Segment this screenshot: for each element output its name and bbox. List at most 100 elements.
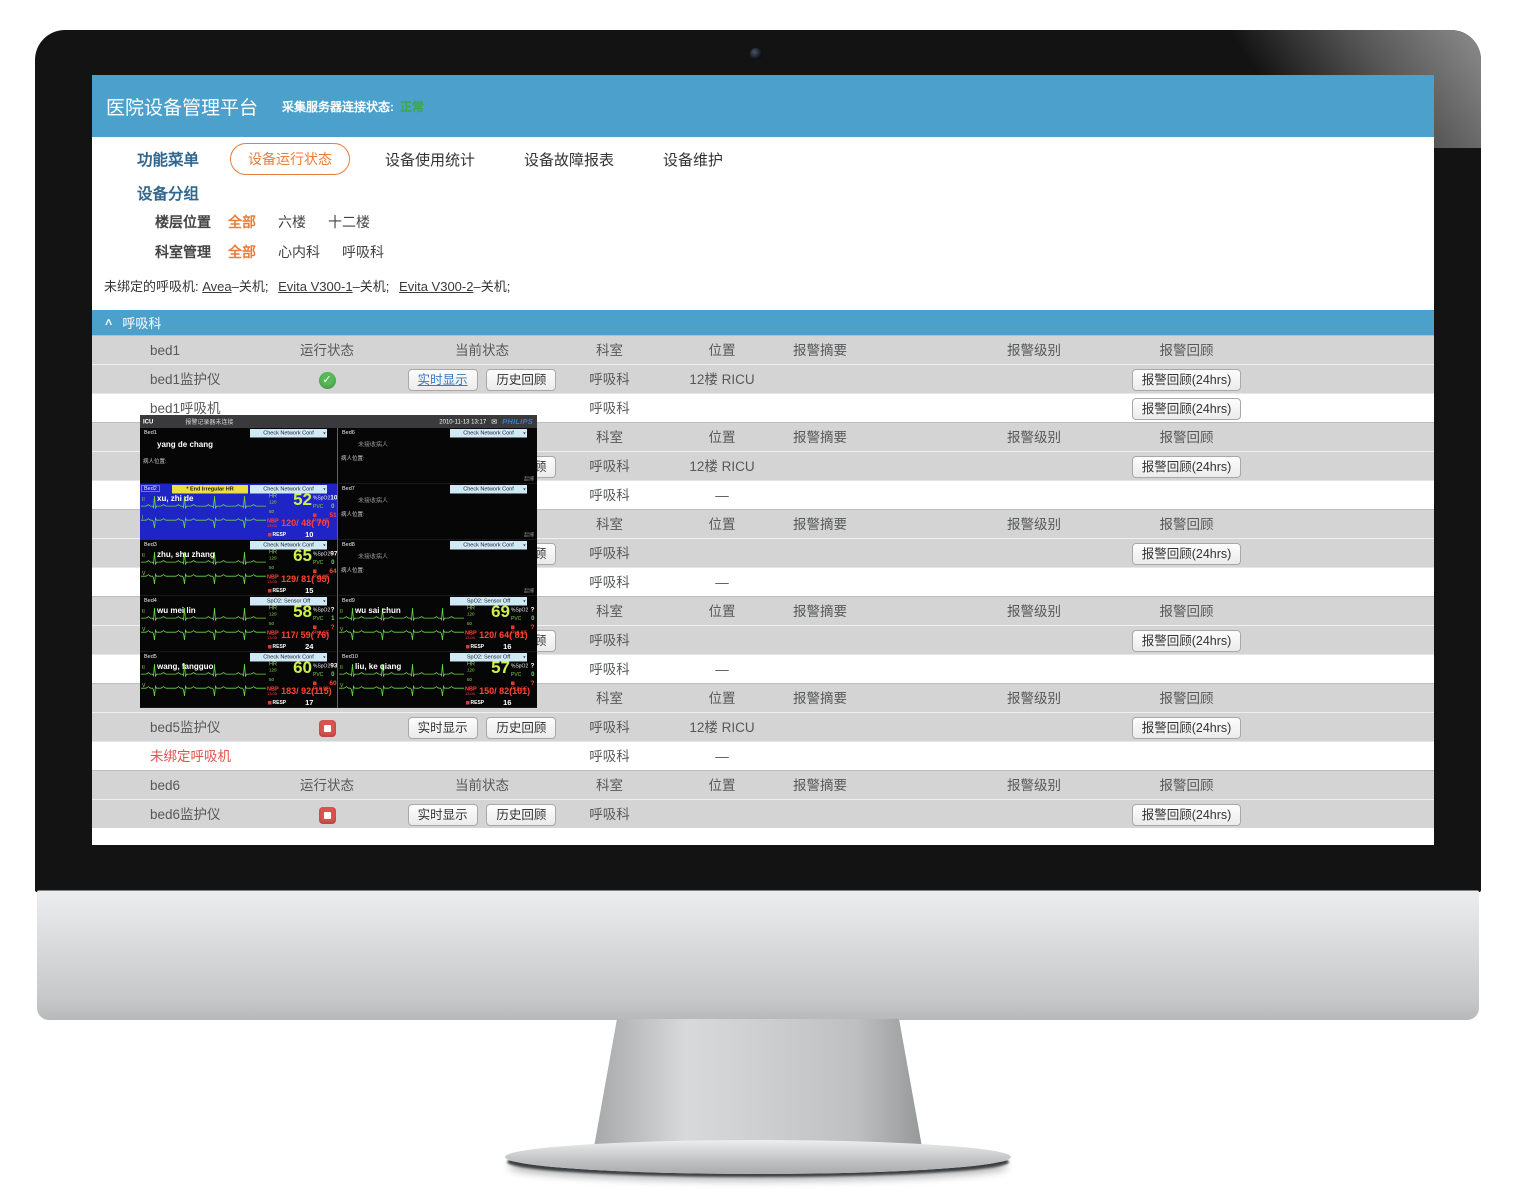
alarm-review-button[interactable]: 报警回顾(24hrs) bbox=[1131, 369, 1242, 392]
alarm-review-button[interactable]: 报警回顾(24hrs) bbox=[1131, 456, 1242, 479]
ecg-wave bbox=[141, 551, 266, 565]
bed-status-select[interactable]: Check Network Conf ▾ bbox=[450, 485, 527, 494]
filter-floor-6f[interactable]: 六楼 bbox=[278, 214, 306, 230]
bed-status-select[interactable]: Check Network Conf ▾ bbox=[250, 429, 327, 438]
pvc-value: 1 bbox=[331, 614, 335, 622]
patient-location-label: 病人位置: bbox=[143, 458, 167, 465]
bed-id-label: Bed6 bbox=[342, 429, 355, 436]
spo2-value: ? bbox=[530, 661, 535, 670]
monitor-chin bbox=[37, 890, 1479, 1020]
hr-label: HR 120 50 bbox=[467, 661, 475, 682]
tab-device-fault-report[interactable]: 设备故障报表 bbox=[524, 151, 615, 169]
ecg-wave bbox=[339, 684, 464, 697]
resp-label: RESP bbox=[470, 644, 485, 650]
patient-location-label: 病人位置: bbox=[341, 455, 365, 462]
table-row: bed1 运行状态 当前状态 科室 位置 报警摘要 报警级别 报警回顾 bbox=[92, 335, 1434, 364]
table-row: bed6 运行状态 当前状态 科室 位置 报警摘要 报警级别 报警回顾 bbox=[92, 770, 1434, 799]
realtime-display-button[interactable]: 实时显示 bbox=[407, 804, 478, 827]
bed-status-select[interactable]: Check Network Conf ▾ bbox=[450, 541, 527, 550]
bed-id-label: Bed5 bbox=[144, 653, 157, 660]
table-row: bed6监护仪 实时显示 历史回顾 呼吸科 报警回顾(24hrs) bbox=[92, 799, 1434, 828]
monitor-bed-bed4: Bed4 SpO2: Sensor Off ▾ wu mei lin II V HR 120… bbox=[140, 596, 338, 652]
pulse-value: 51 bbox=[329, 511, 337, 519]
bed-status-select[interactable]: SpO2: Sensor Off ▾ bbox=[450, 597, 527, 606]
bed-status-select[interactable]: Check Network Conf ▾ bbox=[450, 429, 527, 438]
section-title: 呼吸科 bbox=[122, 316, 162, 331]
lead-label: II bbox=[340, 609, 343, 615]
hr-value: 69 bbox=[491, 602, 510, 621]
pulse-label: PULSE bbox=[313, 681, 329, 692]
filter-dept-respiratory[interactable]: 呼吸科 bbox=[342, 244, 384, 260]
history-review-button[interactable]: 历史回顾 bbox=[486, 717, 557, 740]
realtime-display-button[interactable]: 实时显示 bbox=[407, 369, 478, 392]
unbound-link-evita-v300-1[interactable]: Evita V300-1 bbox=[278, 279, 353, 294]
bed-status-select[interactable]: Check Network Conf ▾ bbox=[250, 653, 327, 662]
pulse-value: ? bbox=[530, 623, 535, 631]
patient-location-label: 病人位置: bbox=[341, 511, 365, 518]
realtime-display-button[interactable]: 实时显示 bbox=[407, 717, 478, 740]
filter-dept-all[interactable]: 全部 bbox=[228, 244, 256, 260]
pacing-label: 起搏 bbox=[524, 476, 534, 483]
nbp-value: 129/ 81( 95) bbox=[281, 574, 330, 584]
alarm-review-button[interactable]: 报警回顾(24hrs) bbox=[1131, 543, 1242, 566]
lead-label: II bbox=[142, 553, 145, 559]
lead-label: V bbox=[340, 627, 344, 633]
filter-dept-cardiology[interactable]: 心内科 bbox=[278, 244, 320, 260]
alarm-review-button[interactable]: 报警回顾(24hrs) bbox=[1131, 398, 1242, 421]
hr-value: 58 bbox=[293, 602, 312, 621]
resp-value: 16 bbox=[503, 698, 512, 708]
alarm-review-button[interactable]: 报警回顾(24hrs) bbox=[1131, 804, 1242, 827]
history-review-button[interactable]: 历史回顾 bbox=[486, 369, 557, 392]
pulse-label: PULSE bbox=[511, 681, 531, 692]
resp-value: 15 bbox=[305, 586, 314, 596]
history-review-button[interactable]: 历史回顾 bbox=[486, 804, 557, 827]
nbp-value: 150/ 82(101) bbox=[479, 686, 531, 696]
spo2-label: %SpO2 bbox=[313, 607, 331, 614]
unbound-link-evita-v300-2[interactable]: Evita V300-2 bbox=[399, 279, 474, 294]
filter-floor-all[interactable]: 全部 bbox=[228, 214, 256, 230]
nbp-label: NBP 13:00 bbox=[267, 518, 279, 528]
chevron-down-icon: ▾ bbox=[323, 486, 326, 492]
unbound-link-avea[interactable]: Avea bbox=[202, 279, 232, 294]
hr-label: HR 120 50 bbox=[269, 605, 277, 626]
tab-device-maintenance[interactable]: 设备维护 bbox=[663, 151, 724, 169]
table-row: bed5监护仪 实时显示 历史回顾 呼吸科 12楼 RICU 报警回顾(24hr… bbox=[92, 712, 1434, 741]
hr-label: HR 120 50 bbox=[269, 549, 277, 570]
pulse-label: PULSE bbox=[511, 625, 531, 636]
pvc-label: PVC bbox=[511, 672, 522, 678]
bed-status-select[interactable]: SpO2: Sensor Off ▾ bbox=[250, 597, 327, 606]
filter-floor: 楼层位置 全部 六楼 十二楼 bbox=[92, 207, 1434, 237]
monitor-datetime: 2010-11-13 13:17 bbox=[439, 418, 487, 425]
spo2-value: 97 bbox=[330, 549, 338, 558]
section-respiratory-bar[interactable]: ∧ 呼吸科 bbox=[92, 310, 1434, 335]
ecg-wave bbox=[141, 607, 266, 621]
alarm-review-button[interactable]: 报警回顾(24hrs) bbox=[1131, 717, 1242, 740]
ecg-wave bbox=[141, 684, 266, 697]
patient-name: wu mei lin bbox=[157, 606, 196, 616]
mail-icon: ✉ bbox=[491, 417, 498, 426]
patient-name: yang de chang bbox=[157, 440, 214, 450]
ecg-wave bbox=[141, 516, 266, 529]
alarm-review-button[interactable]: 报警回顾(24hrs) bbox=[1131, 630, 1242, 653]
resp-value: 16 bbox=[503, 642, 512, 652]
hr-value: 57 bbox=[491, 658, 510, 677]
chevron-down-icon: ▾ bbox=[323, 654, 326, 660]
unbound-prefix: 未绑定的呼吸机: bbox=[104, 279, 199, 294]
ecg-wave bbox=[141, 628, 266, 641]
table-row: bed1呼吸机 呼吸科 报警回顾(24hrs) bbox=[92, 393, 1434, 422]
pulse-value: ? bbox=[530, 679, 535, 687]
pulse-label: PULSE bbox=[313, 625, 331, 636]
filter-floor-12f[interactable]: 十二楼 bbox=[328, 214, 370, 230]
bed-status-select[interactable]: Check Network Conf ▾ bbox=[250, 541, 327, 550]
tab-device-run-status[interactable]: 设备运行状态 bbox=[230, 143, 351, 175]
bed-status-select[interactable]: Check Network Conf ▾ bbox=[250, 485, 327, 494]
server-status-value: 正常 bbox=[400, 99, 425, 114]
lead-label: II bbox=[142, 665, 145, 671]
unbound-ventilator-label: 未绑定呼吸机 bbox=[150, 749, 231, 764]
chevron-down-icon: ▾ bbox=[523, 598, 526, 604]
monitor-bed-bed9: Bed9 SpO2: Sensor Off ▾ wu sai chun II V HR 12… bbox=[338, 596, 537, 652]
monitor-bed-bed5: Bed5 Check Network Conf ▾ wang, fangguo II V … bbox=[140, 652, 338, 708]
spo2-label: %SpO2 bbox=[313, 551, 331, 558]
bed-status-select[interactable]: SpO2: Sensor Off ▾ bbox=[450, 653, 527, 662]
tab-device-usage-stats[interactable]: 设备使用统计 bbox=[385, 151, 476, 169]
